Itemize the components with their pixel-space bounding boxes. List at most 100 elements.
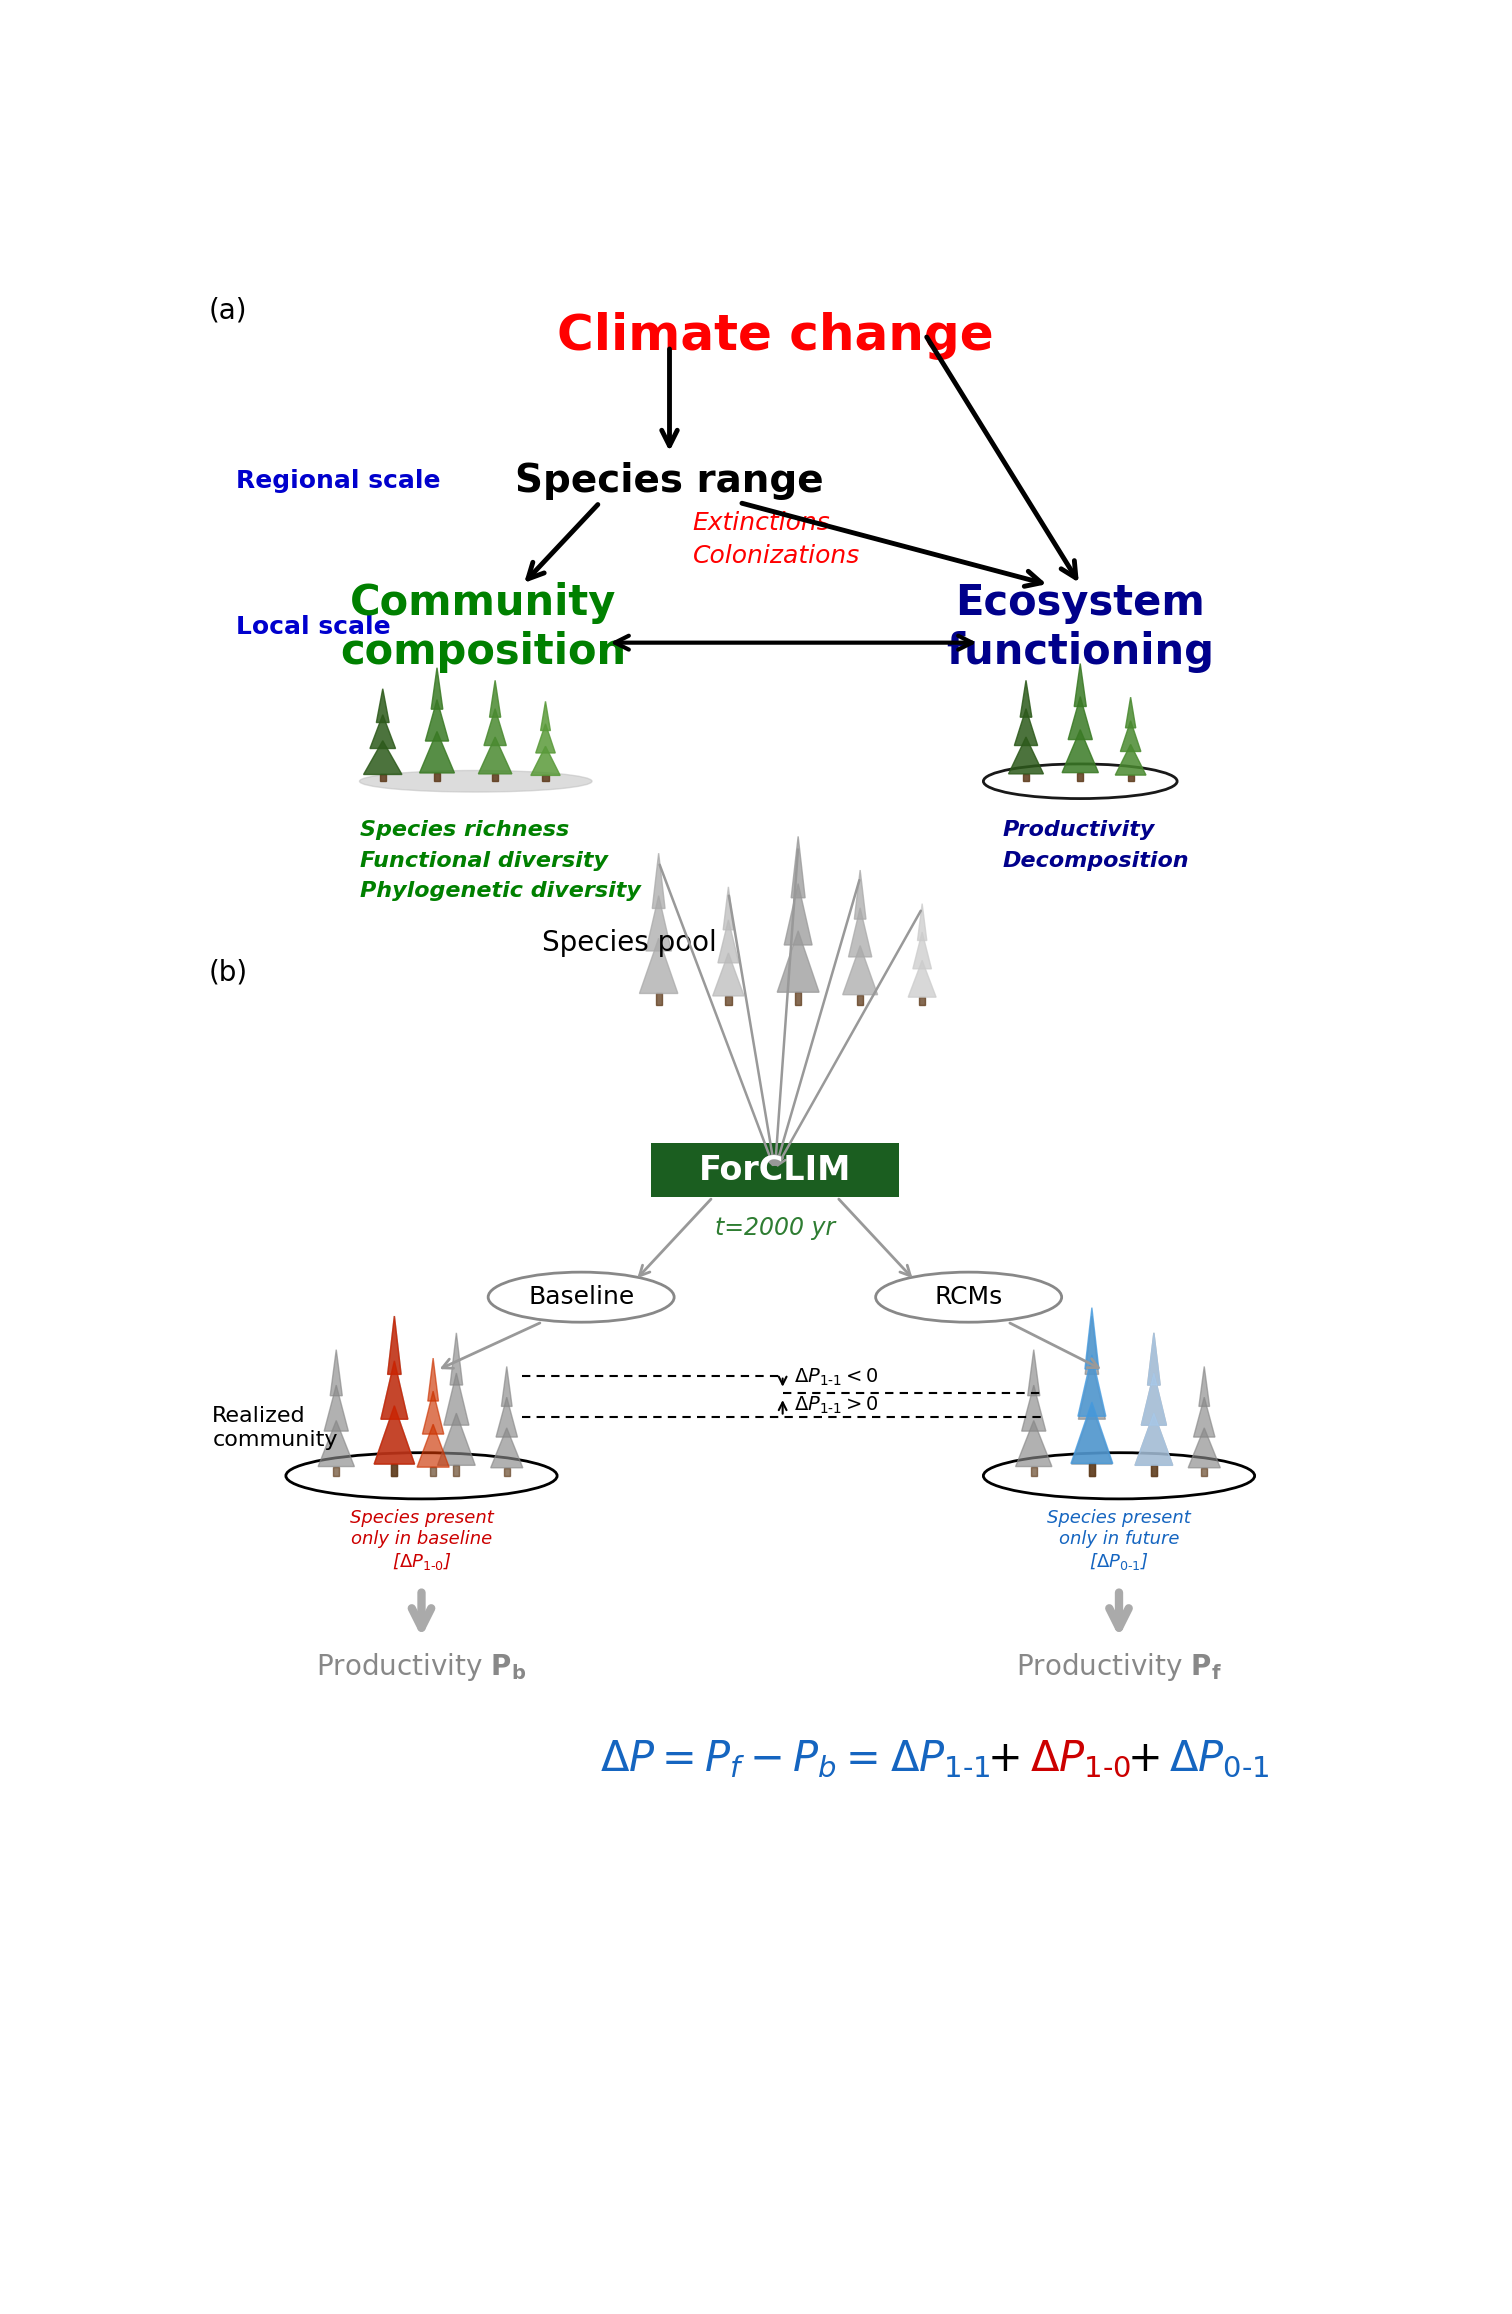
Polygon shape [1148, 1333, 1160, 1386]
Polygon shape [387, 1317, 401, 1375]
Polygon shape [1148, 1333, 1160, 1386]
Polygon shape [1201, 1467, 1208, 1476]
Polygon shape [712, 953, 744, 995]
Polygon shape [380, 775, 386, 782]
Polygon shape [1015, 708, 1037, 745]
Text: Species present
only in future: Species present only in future [1048, 1509, 1191, 1548]
Polygon shape [318, 1421, 354, 1467]
Polygon shape [1078, 1356, 1105, 1416]
Polygon shape [490, 680, 500, 717]
Polygon shape [1136, 1414, 1173, 1465]
Polygon shape [1086, 1307, 1099, 1370]
Text: $\Delta P_{1\text{-}1}$: $\Delta P_{1\text{-}1}$ [891, 1738, 990, 1779]
Text: (b): (b) [209, 958, 248, 986]
Ellipse shape [360, 771, 593, 791]
Polygon shape [791, 835, 804, 898]
Text: Local scale: Local scale [236, 616, 390, 639]
Polygon shape [726, 995, 732, 1004]
Polygon shape [491, 1428, 523, 1467]
Polygon shape [484, 708, 507, 745]
Polygon shape [1125, 697, 1136, 729]
Polygon shape [640, 937, 677, 993]
Text: $\Delta P = P_f - P_b =$: $\Delta P = P_f - P_b =$ [600, 1738, 877, 1779]
Polygon shape [1021, 680, 1031, 717]
Text: Ecosystem
functioning: Ecosystem functioning [947, 581, 1214, 673]
Text: ForCLIM: ForCLIM [699, 1155, 851, 1187]
Text: $+$: $+$ [987, 1738, 1019, 1779]
Polygon shape [1089, 1462, 1095, 1476]
Polygon shape [1120, 720, 1142, 752]
Polygon shape [1086, 1317, 1099, 1375]
Polygon shape [417, 1423, 449, 1467]
Polygon shape [381, 1361, 408, 1418]
Polygon shape [324, 1386, 348, 1430]
Polygon shape [656, 993, 662, 1004]
Text: Decomposition: Decomposition [1002, 852, 1190, 870]
Polygon shape [451, 1333, 463, 1386]
Polygon shape [434, 773, 440, 782]
Text: Species present
only in baseline: Species present only in baseline [349, 1509, 493, 1548]
Polygon shape [425, 699, 449, 740]
Polygon shape [785, 884, 812, 944]
Polygon shape [387, 1317, 401, 1375]
Polygon shape [392, 1465, 398, 1476]
Text: Functional diversity: Functional diversity [360, 852, 608, 870]
Text: Realized
community: Realized community [212, 1407, 337, 1449]
Polygon shape [1077, 773, 1084, 782]
Polygon shape [1061, 729, 1098, 773]
Polygon shape [373, 1407, 414, 1465]
Text: Species pool: Species pool [543, 928, 717, 958]
Polygon shape [1016, 1421, 1052, 1467]
Polygon shape [848, 907, 872, 958]
Polygon shape [330, 1349, 342, 1395]
Text: Phylogenetic diversity: Phylogenetic diversity [360, 882, 641, 902]
Polygon shape [502, 1368, 513, 1407]
Polygon shape [918, 905, 927, 939]
Polygon shape [1188, 1428, 1220, 1467]
Text: $\Delta P_{1\text{-}1} > 0$: $\Delta P_{1\text{-}1} > 0$ [794, 1395, 878, 1416]
Polygon shape [652, 854, 665, 909]
Polygon shape [1009, 738, 1043, 773]
Text: $\Delta P_{1\text{-}1} < 0$: $\Delta P_{1\text{-}1} < 0$ [794, 1365, 878, 1388]
Polygon shape [496, 1398, 517, 1437]
Text: Baseline: Baseline [528, 1284, 634, 1310]
Polygon shape [373, 1407, 414, 1465]
Polygon shape [392, 1465, 398, 1476]
Text: Climate change: Climate change [556, 312, 993, 359]
Text: [$\Delta P_{1\text{-}0}$]: [$\Delta P_{1\text{-}0}$] [392, 1550, 451, 1571]
Polygon shape [857, 995, 863, 1004]
Polygon shape [445, 1372, 469, 1425]
Polygon shape [777, 930, 820, 993]
Polygon shape [428, 1358, 438, 1400]
Polygon shape [1089, 1465, 1095, 1476]
Polygon shape [795, 993, 801, 1004]
Polygon shape [363, 740, 402, 775]
Polygon shape [491, 773, 499, 782]
Polygon shape [1024, 773, 1030, 782]
Polygon shape [842, 946, 877, 995]
Polygon shape [422, 1391, 445, 1435]
Text: $\Delta P_{1\text{-}0}$: $\Delta P_{1\text{-}0}$ [1030, 1738, 1131, 1779]
Ellipse shape [875, 1273, 1061, 1321]
Polygon shape [543, 775, 549, 782]
Polygon shape [535, 724, 555, 752]
Polygon shape [913, 933, 931, 970]
Polygon shape [1022, 1386, 1046, 1430]
Polygon shape [1142, 1372, 1166, 1425]
Polygon shape [541, 701, 550, 731]
Text: $\Delta P_{0\text{-}1}$: $\Delta P_{0\text{-}1}$ [1169, 1738, 1270, 1779]
Ellipse shape [983, 1453, 1255, 1499]
Polygon shape [854, 870, 866, 919]
Polygon shape [333, 1467, 339, 1476]
Polygon shape [1031, 1467, 1037, 1476]
Polygon shape [1067, 697, 1092, 740]
Text: Species range: Species range [516, 463, 824, 500]
Polygon shape [503, 1467, 510, 1476]
Polygon shape [437, 1414, 475, 1465]
Text: Extinctions: Extinctions [692, 511, 830, 535]
Text: Productivity $\mathbf{P_f}$: Productivity $\mathbf{P_f}$ [1016, 1652, 1222, 1682]
Polygon shape [376, 690, 389, 722]
Polygon shape [1074, 664, 1086, 706]
Polygon shape [419, 731, 455, 773]
Ellipse shape [286, 1453, 556, 1499]
